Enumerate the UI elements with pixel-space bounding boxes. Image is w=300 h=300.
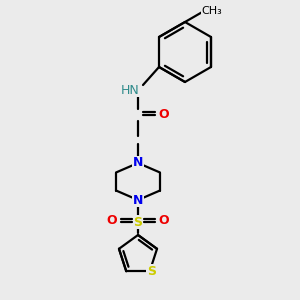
Text: O: O: [159, 214, 169, 227]
Text: S: S: [147, 265, 156, 278]
Text: N: N: [133, 194, 143, 206]
Text: CH₃: CH₃: [202, 6, 222, 16]
Text: S: S: [134, 215, 142, 229]
Text: O: O: [107, 214, 117, 227]
Text: O: O: [159, 107, 169, 121]
Text: HN: HN: [121, 83, 140, 97]
Text: N: N: [133, 157, 143, 169]
